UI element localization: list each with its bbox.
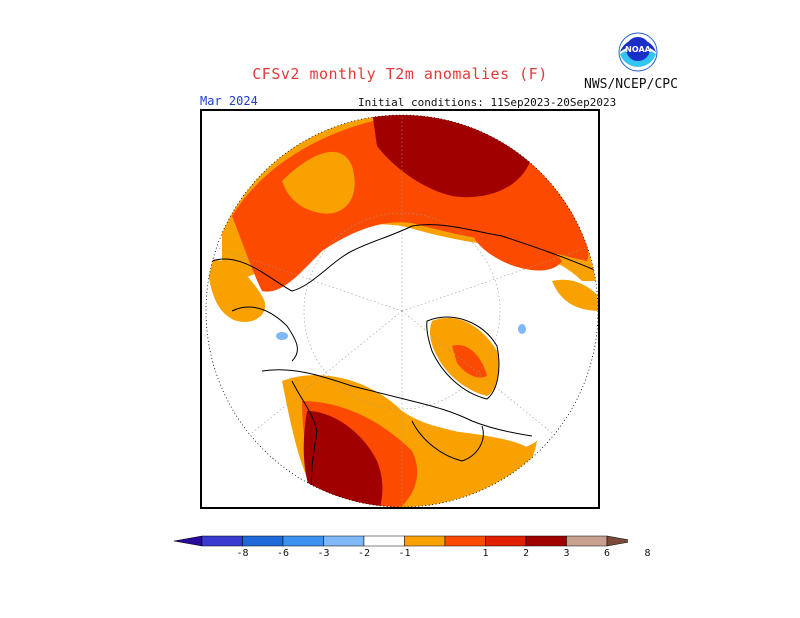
- anomaly-region-hudson: [448, 431, 532, 491]
- coastline-scandinavia: [231, 306, 298, 362]
- valid-month-label: Mar 2024: [200, 94, 258, 108]
- colorbar-segment: [485, 535, 527, 547]
- polar-map: [200, 109, 600, 509]
- colorbar-segment: [282, 535, 324, 547]
- colorbar-segment: [444, 535, 486, 547]
- initial-conditions-label: Initial conditions: 11Sep2023-20Sep2023: [358, 96, 617, 109]
- coastline-namerica: [261, 369, 533, 437]
- colorbar-tick-label: 8: [644, 548, 651, 559]
- anomaly-region-eastasia: [471, 218, 562, 271]
- colorbar-segment: [363, 535, 405, 547]
- noaa-logo-text: NOAA: [625, 45, 651, 54]
- colorbar-tick-label: -2: [357, 548, 371, 559]
- colorbar-end-high: [606, 535, 628, 547]
- agency-label: NWS/NCEP/CPC: [584, 77, 678, 92]
- colorbar-tick-label: 6: [603, 548, 611, 559]
- colorbar-segment: [525, 535, 567, 547]
- colorbar-tick-label: -6: [276, 548, 290, 559]
- anomaly-region-eastasia-light: [552, 279, 598, 311]
- cool-spot-greenland: [518, 324, 526, 334]
- colorbar: [173, 535, 628, 547]
- colorbar-tick-label: -1: [398, 548, 411, 559]
- colorbar-segment: [242, 535, 284, 547]
- colorbar-tick-label: 3: [563, 548, 570, 559]
- colorbar-segment: [404, 535, 446, 547]
- colorbar-tick-label: -3: [317, 548, 330, 559]
- colorbar-tick-label: -8: [236, 548, 249, 559]
- coastline-hudson: [411, 420, 484, 462]
- coastline-eurasia: [211, 224, 598, 292]
- colorbar-tick-label: 1: [482, 548, 489, 559]
- colorbar-segment: [566, 535, 608, 547]
- coastline-greenland: [426, 316, 500, 400]
- colorbar-end-low: [173, 535, 203, 547]
- coastline-alaska: [291, 380, 318, 492]
- noaa-logo-icon: NOAA: [618, 32, 658, 72]
- colorbar-segment: [201, 535, 243, 547]
- anomaly-region-greenland-mid: [452, 345, 487, 378]
- map-title: CFSv2 monthly T2m anomalies (F): [252, 65, 548, 83]
- colorbar-segment: [323, 535, 365, 547]
- cool-spot-europe: [276, 332, 288, 340]
- colorbar-tick-label: 2: [522, 548, 530, 559]
- polar-map-canvas: [205, 114, 598, 507]
- anomaly-region-eurasia-light-inner: [282, 151, 355, 214]
- anomaly-region-europe: [207, 260, 266, 322]
